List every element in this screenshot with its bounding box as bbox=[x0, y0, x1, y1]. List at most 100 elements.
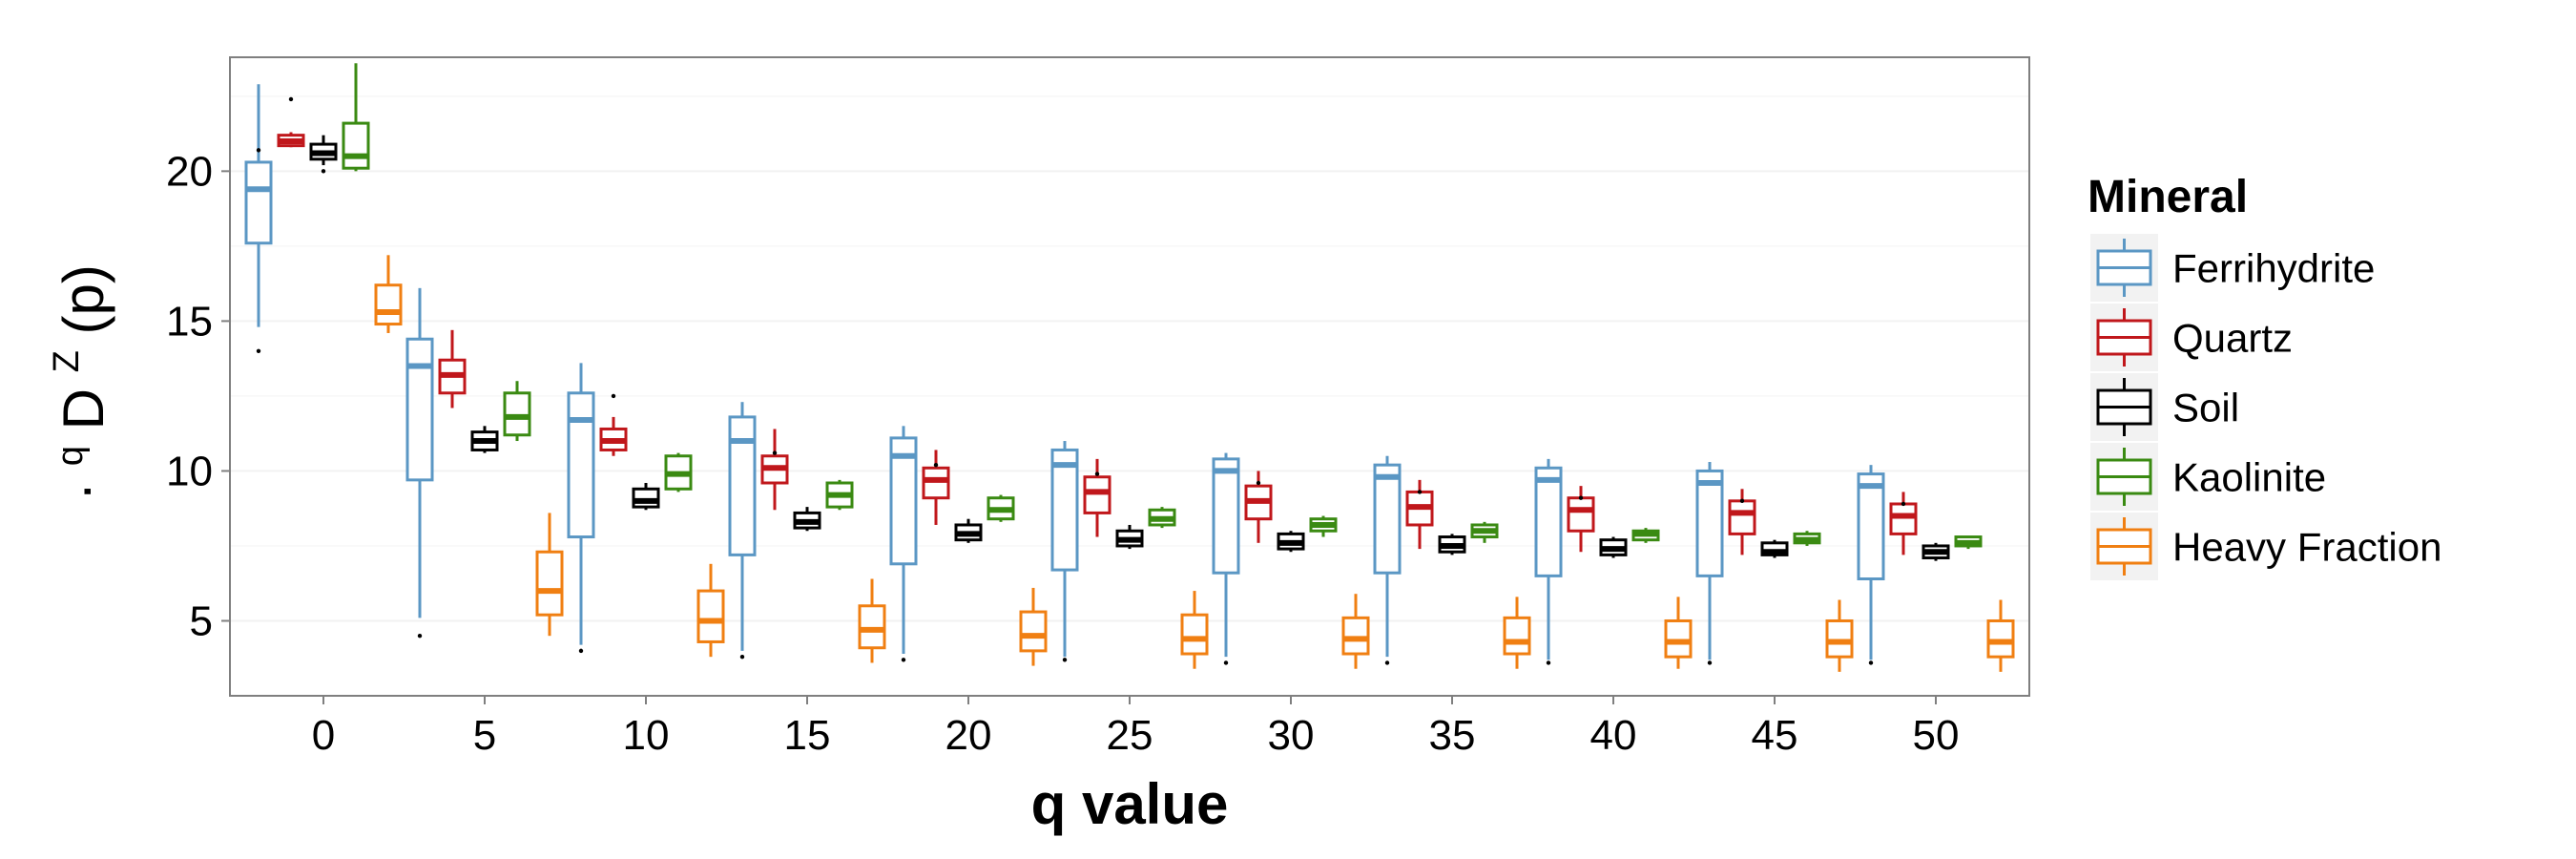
outlier-point bbox=[1707, 660, 1713, 665]
box-iqr bbox=[1695, 469, 1724, 577]
box bbox=[1148, 507, 1176, 529]
outlier-point bbox=[417, 633, 423, 639]
box bbox=[374, 255, 403, 333]
box bbox=[1212, 452, 1240, 665]
legend-label: Quartz bbox=[2172, 316, 2293, 361]
box bbox=[1534, 458, 1563, 665]
y-tick-label: 15 bbox=[166, 298, 213, 345]
box bbox=[1664, 597, 1693, 669]
box-iqr bbox=[696, 589, 725, 643]
box bbox=[1309, 515, 1338, 537]
box-iqr bbox=[1889, 502, 1918, 535]
outlier-point bbox=[256, 348, 261, 354]
y-axis-title-q: q bbox=[51, 446, 91, 466]
box-iqr bbox=[1019, 610, 1048, 653]
box bbox=[1180, 591, 1209, 669]
x-tick-label: 10 bbox=[623, 712, 670, 759]
legend-item: Quartz bbox=[2088, 302, 2293, 373]
outlier-point bbox=[1417, 490, 1423, 494]
y-axis-title-z: Z bbox=[47, 350, 87, 372]
box-iqr bbox=[632, 487, 660, 509]
box bbox=[1760, 539, 1789, 558]
outlier-point bbox=[288, 96, 294, 102]
legend-item: Kaolinite bbox=[2088, 441, 2326, 513]
box-series bbox=[244, 63, 2015, 672]
outlier-point bbox=[321, 169, 326, 174]
y-axis: 5 10 15 20 bbox=[166, 148, 230, 644]
y-axis-title-text: · q D Z (p) bbox=[27, 264, 115, 501]
box bbox=[1083, 458, 1111, 537]
box bbox=[664, 452, 693, 492]
plot-panel bbox=[229, 56, 2030, 697]
x-tick-label: 50 bbox=[1913, 712, 1960, 759]
y-axis-title-dot: · bbox=[52, 482, 115, 501]
box bbox=[599, 393, 628, 456]
box bbox=[244, 84, 273, 354]
legend-item: Soil bbox=[2088, 371, 2239, 443]
outlier-point bbox=[1546, 660, 1551, 665]
box-iqr bbox=[1503, 616, 1531, 656]
outlier-point bbox=[611, 393, 616, 399]
x-tick-label: 20 bbox=[945, 712, 992, 759]
box bbox=[1889, 492, 1918, 555]
legend-label: Heavy Fraction bbox=[2172, 525, 2441, 570]
box-iqr bbox=[728, 415, 757, 556]
box-iqr bbox=[1534, 466, 1563, 577]
series-ferrihydrite bbox=[244, 84, 1885, 665]
x-axis-title: q value bbox=[1031, 772, 1229, 836]
box bbox=[987, 494, 1015, 522]
y-axis-title-d: D bbox=[52, 388, 115, 430]
box bbox=[503, 381, 531, 442]
series-kaolinite bbox=[342, 63, 1983, 550]
outlier-point bbox=[1256, 480, 1261, 486]
outlier-point bbox=[256, 148, 261, 153]
box bbox=[858, 578, 886, 663]
x-tick-label: 5 bbox=[473, 712, 496, 759]
box bbox=[1599, 536, 1628, 558]
outlier-point bbox=[1062, 658, 1068, 662]
outlier-point bbox=[739, 654, 745, 660]
box-iqr bbox=[405, 337, 434, 482]
outlier-point bbox=[772, 450, 778, 455]
x-tick-label: 45 bbox=[1752, 712, 1798, 759]
box bbox=[1793, 531, 1821, 546]
box bbox=[1019, 587, 1048, 666]
legend-label: Soil bbox=[2172, 386, 2239, 430]
box bbox=[728, 402, 757, 660]
x-axis: 0 5 10 15 20 25 30 35 40 45 50 bbox=[312, 696, 1960, 759]
box bbox=[1728, 489, 1756, 555]
box bbox=[535, 513, 564, 637]
grid-lines bbox=[230, 95, 2029, 622]
box-iqr bbox=[1857, 472, 1885, 581]
box-iqr bbox=[1373, 463, 1402, 575]
box bbox=[1341, 594, 1370, 669]
outlier-point bbox=[1868, 660, 1874, 665]
x-tick-label: 15 bbox=[784, 712, 831, 759]
x-tick-label: 0 bbox=[312, 712, 335, 759]
series-soil bbox=[309, 135, 1950, 561]
box bbox=[567, 363, 595, 654]
outlier-point bbox=[901, 658, 906, 662]
series-quartz bbox=[277, 96, 1918, 555]
box-iqr bbox=[889, 436, 918, 566]
box bbox=[793, 507, 821, 532]
box-iqr bbox=[374, 283, 403, 326]
series-heavy-fraction bbox=[374, 255, 2015, 672]
y-axis-title: · q D Z (p) bbox=[27, 264, 115, 501]
outlier-point bbox=[1739, 498, 1745, 504]
y-axis-title-p: (p) bbox=[52, 264, 115, 334]
box bbox=[825, 479, 854, 511]
x-tick-label: 30 bbox=[1268, 712, 1315, 759]
box bbox=[922, 450, 950, 525]
x-tick-label: 25 bbox=[1107, 712, 1153, 759]
legend-item: Heavy Fraction bbox=[2088, 511, 2441, 582]
box-iqr bbox=[535, 550, 564, 617]
x-tick-label: 40 bbox=[1590, 712, 1637, 759]
box-iqr bbox=[1341, 616, 1370, 656]
box bbox=[760, 429, 789, 511]
legend-items: Ferrihydrite Quartz Soil Kaolinite Heavy Fra… bbox=[2088, 232, 2441, 582]
box-iqr bbox=[342, 121, 370, 170]
outlier-point bbox=[1223, 660, 1229, 665]
y-tick-label: 20 bbox=[166, 148, 213, 195]
legend-item: Ferrihydrite bbox=[2088, 232, 2375, 304]
